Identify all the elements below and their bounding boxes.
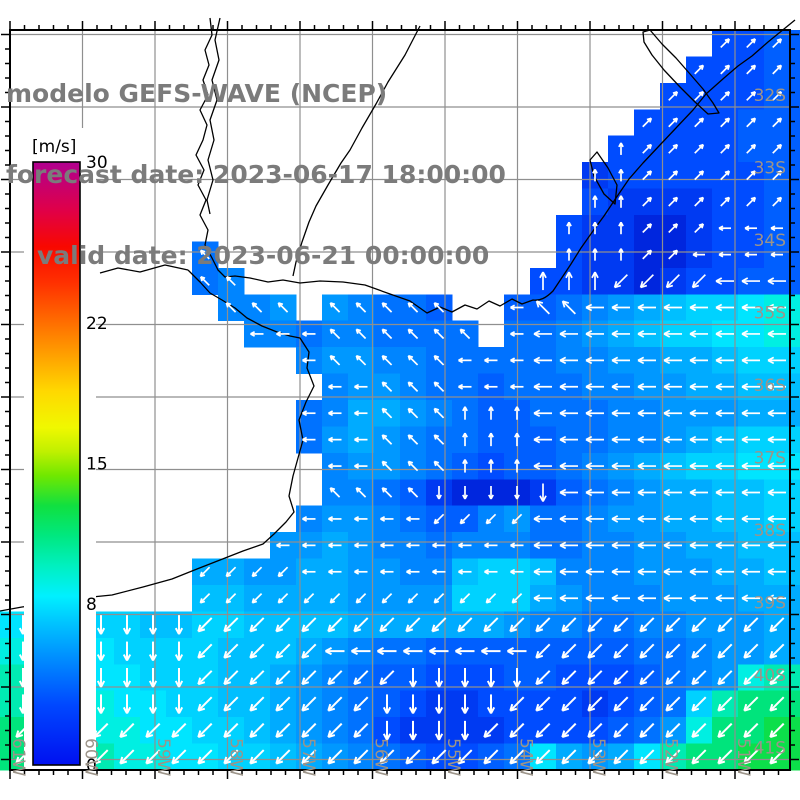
longitude-label: 59W — [153, 738, 173, 777]
wave-direction-arrows — [15, 38, 786, 765]
model-title: modelo GEFS-WAVE (NCEP) — [6, 79, 388, 108]
forecast-date: forecast date: 2023-06-17 18:00:00 — [6, 160, 506, 189]
coastline — [292, 25, 421, 277]
longitude-label: 54W — [516, 738, 536, 777]
map-frame — [9, 29, 791, 771]
latitude-label: 34S — [754, 231, 786, 251]
longitude-label: 55W — [443, 738, 463, 777]
longitude-label: 58W — [226, 738, 246, 777]
colorbar-tick-label: 0 — [86, 756, 97, 776]
coastline — [195, 17, 796, 314]
colorbar-tick-label: 15 — [86, 455, 108, 475]
latitude-label: 36S — [754, 376, 786, 396]
latitude-label: 32S — [754, 86, 786, 106]
frame-and-ticks — [1, 21, 799, 779]
longitude-label: 52W — [661, 738, 681, 777]
colorbar-tick-label: 22 — [86, 314, 108, 334]
graticule-labels: 32S 33S 34S 35S 36S 37S 38S 39S 40S 41S 61W 60W 59W 5… — [8, 86, 786, 777]
coastline — [642, 29, 720, 115]
colorbar-tick-label: 30 — [86, 153, 108, 173]
coastline — [206, 17, 221, 215]
longitude-label: 53W — [588, 738, 608, 777]
latitude-label: 37S — [754, 449, 786, 469]
latitude-label: 39S — [754, 594, 786, 614]
latitude-label: 33S — [754, 159, 786, 179]
longitude-label: 57W — [298, 738, 318, 777]
coastline — [589, 151, 618, 205]
latitude-label: 35S — [754, 304, 786, 324]
coastline — [0, 269, 315, 612]
coastline-layer — [0, 17, 796, 612]
longitude-label: 61W — [8, 738, 28, 777]
colorbar-tick-label: 8 — [86, 595, 97, 615]
longitude-label: 51W — [733, 738, 753, 777]
latitude-label: 40S — [754, 666, 786, 686]
coastline — [99, 264, 189, 274]
longitude-label: 60W — [81, 738, 101, 777]
latitude-label: 38S — [754, 521, 786, 541]
colorbar: [m/s] 30 22 15 8 0 — [24, 128, 108, 776]
colorbar-gradient — [32, 161, 81, 766]
latitude-label: 41S — [754, 739, 786, 759]
longitude-label: 56W — [371, 738, 391, 777]
valid-date: valid date: 2023-06-21 00:00:00 — [37, 241, 490, 270]
plot-titles: modelo GEFS-WAVE (NCEP) forecast date: 2… — [6, 26, 506, 323]
colorbar-unit-label: [m/s] — [32, 137, 76, 157]
